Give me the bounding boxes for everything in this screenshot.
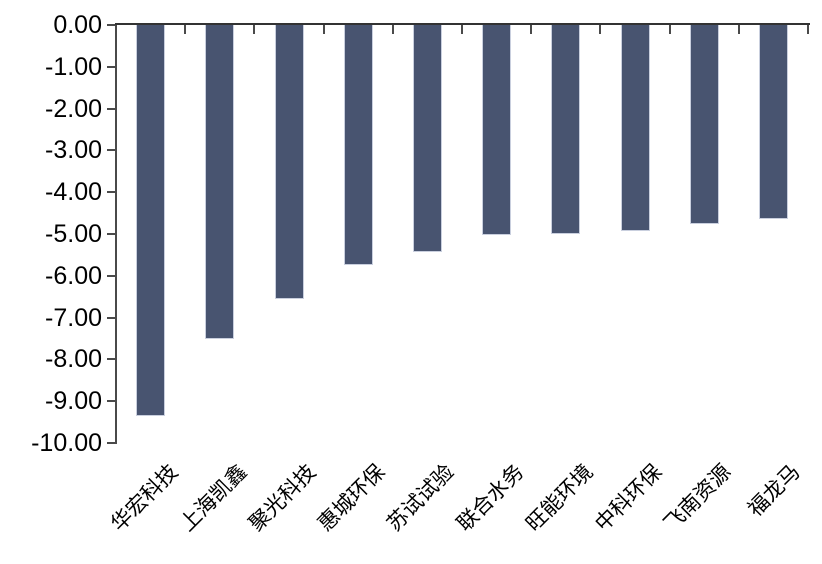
x-tick [253,25,256,34]
y-tick-label: -8.00 [45,345,102,374]
bar-10 [758,25,788,219]
x-tick [184,25,187,34]
y-tick [107,191,115,194]
bar-5 [412,25,442,253]
y-tick [107,149,115,152]
y-tick-label: -9.00 [45,387,102,416]
y-tick [107,316,115,319]
y-tick-label: -5.00 [45,220,102,248]
y-tick-label: -10.00 [31,429,102,457]
x-tick [461,25,463,34]
y-tick [107,65,115,68]
y-tick [107,233,115,235]
bar-6 [482,25,512,236]
x-tick [391,25,394,34]
y-tick [107,442,115,444]
y-axis-line [115,24,117,444]
y-tick-label: -2.00 [45,94,102,123]
x-axis-zero-line [115,23,810,25]
bar-3 [274,25,304,299]
y-tick-label: -3.00 [45,136,102,165]
x-tick [807,25,809,34]
y-tick [107,24,115,26]
bar-4 [343,25,373,265]
x-tick [115,25,117,34]
x-tick [599,25,602,34]
y-tick-label: -4.00 [45,178,102,207]
y-tick [107,400,115,403]
y-tick-label: 0.00 [53,11,102,39]
y-tick-label: -6.00 [45,261,102,290]
bar-7 [551,25,581,234]
bar-9 [689,25,719,225]
y-tick [107,274,115,277]
y-tick-label: -1.00 [45,52,102,81]
bar-1 [136,25,166,417]
y-tick-label: -7.00 [45,303,102,332]
y-tick [107,358,115,361]
y-tick [107,107,115,110]
x-tick [668,25,671,34]
x-tick [322,25,325,34]
x-tick [737,25,740,34]
x-tick [530,25,533,34]
bar-8 [620,25,650,231]
bar-2 [205,25,235,339]
